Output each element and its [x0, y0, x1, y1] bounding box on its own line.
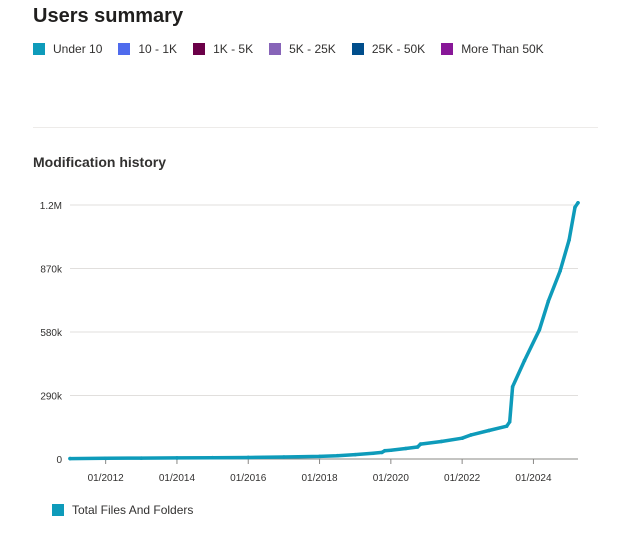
x-tick-label: 01/2014	[159, 473, 196, 484]
series-line-total-files-and-folders[interactable]	[68, 201, 580, 461]
chart-title: Modification history	[33, 154, 166, 170]
data-point[interactable]	[389, 448, 393, 453]
data-point[interactable]	[353, 452, 357, 457]
x-tick-label: 01/2018	[301, 473, 338, 484]
legend-label: 5K - 25K	[289, 42, 336, 56]
legend-label: More Than 50K	[461, 42, 544, 56]
data-point[interactable]	[282, 455, 286, 459]
legend-swatch	[269, 43, 282, 55]
data-point[interactable]	[487, 428, 491, 433]
data-point[interactable]	[507, 419, 512, 424]
data-point[interactable]	[510, 384, 515, 389]
data-point[interactable]	[335, 453, 340, 458]
legend-item-10-1k[interactable]: 10 - 1K	[118, 42, 177, 56]
data-point[interactable]	[371, 451, 375, 456]
legend-item-1k-5k[interactable]: 1K - 5K	[193, 42, 253, 56]
chart-legend: Total Files And Folders	[52, 503, 193, 517]
data-point[interactable]	[415, 445, 420, 449]
legend-label-total-files[interactable]: Total Files And Folders	[72, 503, 194, 517]
data-point[interactable]	[460, 436, 464, 440]
data-point[interactable]	[68, 456, 72, 461]
data-point[interactable]	[139, 456, 144, 460]
legend-label: 10 - 1K	[138, 42, 178, 56]
legend-swatch	[193, 43, 206, 55]
legend-item-25k-50k[interactable]: 25K - 50K	[351, 42, 426, 56]
legend-label: Under 10	[53, 42, 103, 56]
legend-item-under-10[interactable]: Under 10	[33, 42, 102, 56]
x-tick-label: 01/2012	[88, 473, 125, 484]
legend-swatch	[52, 504, 64, 516]
data-point[interactable]	[439, 439, 444, 444]
page-title: Users summary	[33, 5, 184, 27]
data-point[interactable]	[558, 268, 562, 273]
data-point[interactable]	[418, 442, 423, 446]
section-divider	[33, 127, 598, 128]
x-tick-label: 01/2024	[515, 473, 552, 484]
y-tick-label: 870k	[40, 265, 63, 276]
y-tick-label: 1.2M	[40, 201, 62, 212]
data-point[interactable]	[546, 299, 551, 304]
y-tick-label: 290k	[40, 392, 63, 403]
data-point[interactable]	[103, 456, 108, 461]
data-point[interactable]	[537, 328, 542, 332]
legend-swatch	[351, 43, 364, 55]
data-point[interactable]	[246, 455, 251, 460]
data-point[interactable]	[567, 238, 571, 242]
legend-item-5k-25k[interactable]: 5K - 25K	[269, 42, 336, 56]
data-point[interactable]	[403, 446, 408, 451]
data-point[interactable]	[383, 448, 387, 453]
x-tick-label: 01/2020	[373, 473, 410, 484]
users-summary-legend: Under 10 10 - 1K 1K - 5K 5K - 25K 25K - …	[33, 42, 560, 56]
legend-item-more-than-50k[interactable]: More Than 50K	[441, 42, 544, 56]
y-tick-label: 580k	[40, 328, 63, 339]
legend-label: 25K - 50K	[371, 42, 426, 56]
y-tick-label: 0	[56, 455, 62, 466]
data-point[interactable]	[317, 454, 322, 459]
data-point[interactable]	[210, 455, 215, 460]
chart-series	[68, 201, 580, 461]
data-point[interactable]	[504, 424, 509, 428]
x-tick-label: 01/2022	[444, 473, 481, 484]
data-point[interactable]	[175, 456, 179, 460]
data-point[interactable]	[380, 450, 384, 455]
y-axis-ticks: 0 290k 580k 870k 1.2M	[40, 201, 63, 466]
legend-swatch	[118, 43, 131, 55]
legend-swatch	[441, 43, 454, 55]
x-axis-ticks: 01/2012 01/2014 01/2016 01/2018 01/2020 01/20…	[88, 459, 552, 484]
data-point[interactable]	[573, 205, 577, 209]
chart-gridlines	[70, 204, 578, 460]
legend-swatch	[33, 43, 45, 55]
legend-label: 1K - 5K	[213, 42, 254, 56]
x-tick-label: 01/2016	[230, 473, 267, 484]
data-point[interactable]	[522, 358, 527, 363]
data-point[interactable]	[576, 201, 580, 205]
data-point[interactable]	[469, 433, 473, 437]
